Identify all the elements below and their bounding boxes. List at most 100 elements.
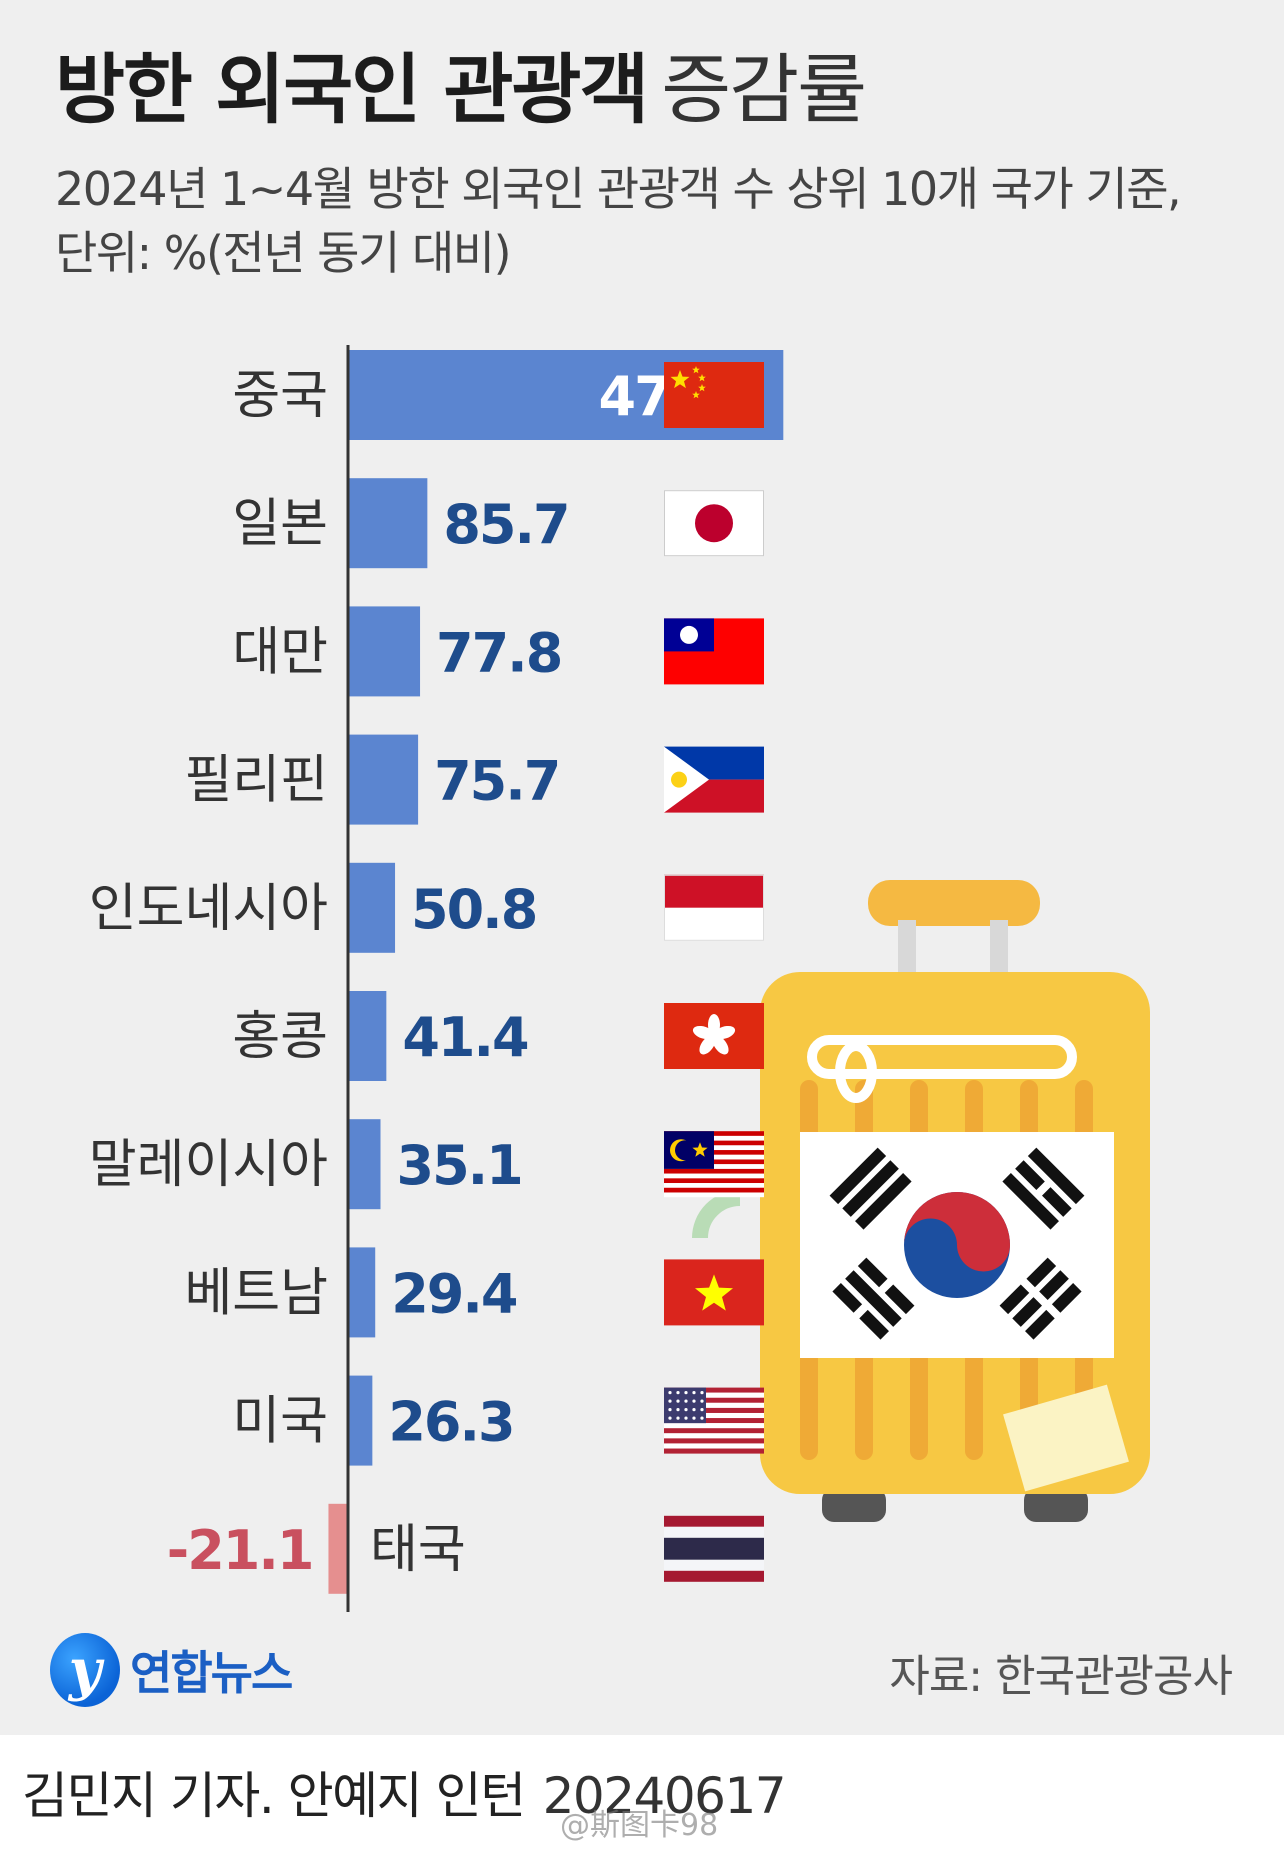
- data-label: -21.1: [167, 1519, 313, 1582]
- bar: [348, 991, 387, 1081]
- flag-stripe: [664, 907, 764, 941]
- flag-stripe: [664, 1443, 764, 1449]
- flag-sun: [680, 625, 698, 644]
- bar: [348, 1375, 373, 1466]
- flag-border: [664, 874, 764, 941]
- logo-text: 연합뉴스: [130, 1646, 293, 1700]
- flag-star: [684, 1416, 688, 1420]
- data-label: 26.3: [388, 1391, 513, 1454]
- flag-petal: [712, 1035, 729, 1055]
- suitcase-handle-rod: [898, 920, 916, 980]
- flag-star: [668, 1408, 672, 1412]
- flag-star: [692, 366, 700, 374]
- flag-petal: [699, 1035, 716, 1055]
- trigram-bar: [1015, 1160, 1045, 1190]
- title-main: 방한 외국인 관광객: [55, 45, 649, 134]
- category-label: 필리핀: [184, 751, 328, 811]
- taegeuk-red: [904, 1192, 1010, 1272]
- data-label: 50.8: [411, 878, 536, 941]
- flag-star: [668, 1391, 672, 1395]
- flag-star: [676, 1399, 680, 1403]
- bar: [348, 1247, 376, 1338]
- japan-flag-icon: [664, 490, 764, 557]
- category-label: 베트남: [184, 1263, 328, 1323]
- trigram-bar: [829, 1147, 887, 1205]
- subtitle-line-2: 단위: %(전년 동기 대비): [55, 226, 512, 280]
- flag-stripe: [664, 1515, 764, 1527]
- suitcase-strap: [692, 1190, 741, 1239]
- bar: [348, 606, 421, 697]
- philippines-flag-icon: [664, 746, 764, 813]
- flag-stripe: [664, 1412, 764, 1419]
- trigram-icon: [829, 1147, 912, 1230]
- data-label: 85.7: [443, 493, 568, 556]
- suitcase-handle: [868, 880, 1040, 926]
- bar: [348, 734, 419, 825]
- flag-stripe: [664, 1392, 764, 1398]
- flag-star: [676, 1416, 680, 1420]
- flag-stripe: [664, 1178, 764, 1184]
- flag-star: [692, 1416, 696, 1420]
- yonhap-logo-icon: y: [50, 1633, 120, 1707]
- chart-title: 방한 외국인 관광객 증감률: [55, 42, 867, 138]
- category-label: 말레이시아: [89, 1135, 328, 1195]
- suitcase-tag-loop: [807, 1035, 1077, 1079]
- flag-stripe: [664, 874, 764, 908]
- flag-star: [692, 1399, 696, 1403]
- suitcase-wheel: [822, 1488, 886, 1522]
- bar: [328, 1503, 348, 1594]
- trigram-bar: [1025, 1309, 1055, 1340]
- china-flag-icon: [664, 362, 764, 428]
- subtitle-line-1: 2024년 1~4월 방한 외국인 관광객 수 상위 10개 국가 기준,: [55, 162, 1182, 216]
- flag-star: [695, 1274, 733, 1311]
- flag-stripe: [664, 1187, 764, 1193]
- suitcase-handle-rod: [990, 920, 1008, 980]
- flag-stripe: [664, 1433, 764, 1439]
- flag-star: [692, 1142, 708, 1157]
- trigram-bar: [1026, 1257, 1057, 1288]
- flag-stripe: [664, 1428, 764, 1434]
- trigram-bar: [845, 1270, 902, 1327]
- flag-stripe: [664, 1402, 764, 1408]
- flag-star: [684, 1408, 688, 1412]
- flag-star: [692, 391, 700, 399]
- byline: 김민지 기자. 안예지 인턴 20240617: [22, 1756, 787, 1828]
- trigram-bar: [855, 1173, 912, 1230]
- yonhap-logo: y 연합뉴스: [50, 1628, 293, 1712]
- category-label: 일본: [232, 494, 328, 554]
- bar: [348, 862, 396, 953]
- bar-chart: 중국470.1일본85.7대만77.8필리핀75.7인도네시아50.8홍콩41.…: [89, 345, 1150, 1612]
- data-label: 35.1: [397, 1134, 522, 1197]
- bar: [348, 478, 428, 569]
- flag-star: [676, 1408, 680, 1412]
- suitcase-tag-ring: [835, 1041, 877, 1103]
- flag-stripe: [664, 1418, 764, 1424]
- hong-kong-flag-icon: [664, 1003, 764, 1069]
- trigram-bar: [1042, 1187, 1072, 1217]
- thailand-flag-icon: [664, 1515, 764, 1582]
- title-sub: 증감률: [661, 45, 867, 134]
- flag-stripe: [664, 1559, 764, 1571]
- flag-stripe: [664, 1423, 764, 1429]
- watermark: @斯图卡98: [560, 1808, 719, 1843]
- flag-star: [668, 1399, 672, 1403]
- trigram-bar: [857, 1257, 888, 1288]
- category-label: 대만: [232, 622, 328, 682]
- category-label: 중국: [232, 366, 328, 426]
- category-label: 홍콩: [232, 1007, 328, 1067]
- flag-star: [700, 1408, 704, 1412]
- flag-stripe: [664, 1168, 764, 1174]
- flag-crescent-cut: [675, 1140, 695, 1161]
- trigram-bar: [842, 1160, 899, 1217]
- flag-petal: [713, 1025, 736, 1040]
- data-label: 75.7: [434, 750, 559, 813]
- flag-circle: [695, 504, 733, 543]
- flag-stripe: [664, 362, 764, 428]
- flag-star: [698, 374, 706, 382]
- usa-flag-icon: [664, 1387, 764, 1454]
- source-note: 자료: 한국관광공사: [889, 1651, 1233, 1702]
- trigram-icon: [999, 1257, 1082, 1340]
- byline-date: 20240617: [542, 1767, 787, 1825]
- category-label: 태국: [370, 1520, 466, 1580]
- malaysia-flag-icon: [664, 1131, 764, 1198]
